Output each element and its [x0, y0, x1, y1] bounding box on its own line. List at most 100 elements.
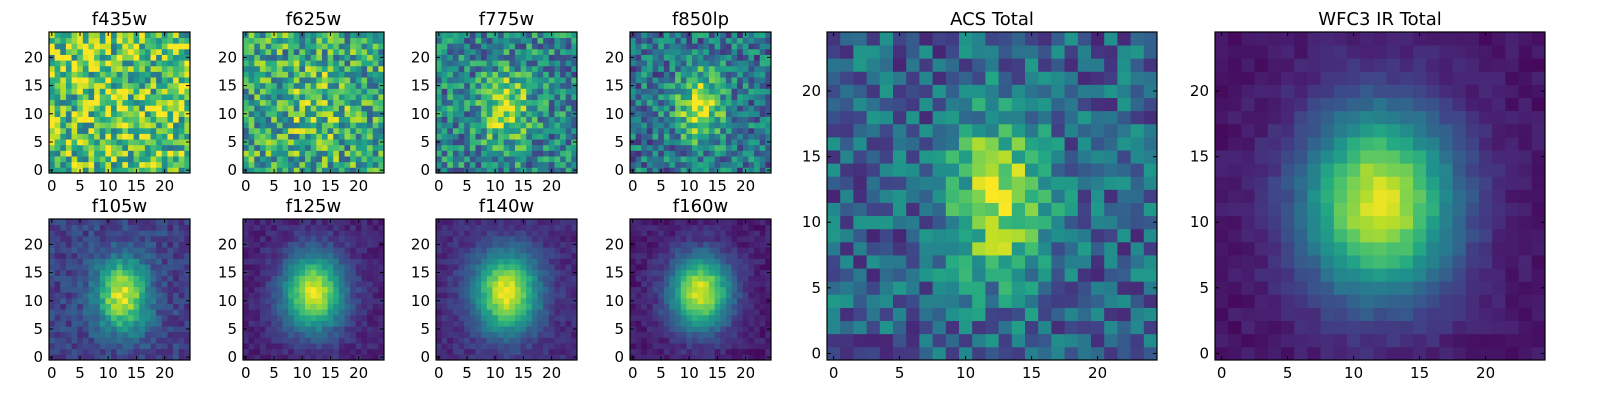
heatmap-cell: [133, 144, 140, 151]
heatmap-cell: [447, 326, 454, 333]
heatmap-cell: [184, 133, 191, 140]
heatmap-cell: [316, 60, 323, 67]
heatmap-cell: [675, 275, 682, 282]
heatmap-cell: [731, 167, 738, 174]
heatmap-cell: [759, 161, 766, 168]
heatmap-cell: [686, 122, 693, 129]
heatmap-cell: [88, 94, 95, 101]
heatmap-cell: [344, 54, 351, 61]
heatmap-cell: [49, 247, 56, 254]
heatmap-cell: [282, 77, 289, 84]
heatmap-cell: [514, 48, 521, 55]
heatmap-cell: [139, 258, 146, 265]
heatmap-cell: [765, 286, 772, 293]
heatmap-cell: [350, 71, 357, 78]
heatmap-cell: [543, 219, 550, 226]
heatmap-cell: [299, 326, 306, 333]
heatmap-cell: [646, 286, 653, 293]
heatmap-cell: [475, 337, 482, 344]
heatmap-cell: [492, 65, 499, 72]
heatmap-cell: [703, 54, 710, 61]
heatmap-cell: [156, 241, 163, 248]
heatmap-cell: [737, 77, 744, 84]
heatmap-cell: [243, 292, 250, 299]
heatmap-cell: [708, 71, 715, 78]
heatmap-cell: [708, 156, 715, 163]
heatmap-cell: [737, 48, 744, 55]
heatmap-cell: [754, 309, 761, 316]
heatmap-cell: [350, 275, 357, 282]
heatmap-cell: [361, 43, 368, 50]
heatmap-cell: [452, 348, 459, 355]
heatmap-cell: [299, 48, 306, 55]
heatmap-cell: [265, 139, 272, 146]
y-tick-label: 0: [227, 348, 237, 366]
heatmap-cell: [652, 275, 659, 282]
heatmap-cell: [82, 43, 89, 50]
heatmap-cell: [725, 133, 732, 140]
heatmap-cell: [259, 65, 266, 72]
heatmap-cell: [111, 286, 118, 293]
heatmap-cell: [514, 337, 521, 344]
heatmap-cell: [305, 71, 312, 78]
heatmap-cell: [669, 60, 676, 67]
heatmap-cell: [71, 314, 78, 321]
y-tick-label: 0: [33, 348, 43, 366]
heatmap-cell: [144, 337, 151, 344]
heatmap-cell: [669, 65, 676, 72]
heatmap-cell: [265, 275, 272, 282]
heatmap-cell: [184, 230, 191, 237]
heatmap-cell: [635, 156, 642, 163]
heatmap-cell: [111, 110, 118, 117]
heatmap-cell: [333, 144, 340, 151]
heatmap-cell: [663, 127, 670, 134]
heatmap-cell: [714, 326, 721, 333]
heatmap-cell: [475, 88, 482, 95]
heatmap-cell: [167, 348, 174, 355]
heatmap-cell: [503, 219, 510, 226]
heatmap-cell: [333, 235, 340, 242]
heatmap-cell: [475, 161, 482, 168]
heatmap-cell: [321, 116, 328, 123]
heatmap-cell: [94, 235, 101, 242]
heatmap-cell: [669, 32, 676, 39]
heatmap-cell: [452, 309, 459, 316]
heatmap-cell: [537, 150, 544, 157]
heatmap-cell: [742, 54, 749, 61]
heatmap-cell: [49, 99, 56, 106]
heatmap-cell: [447, 48, 454, 55]
heatmap-cell: [436, 247, 443, 254]
heatmap-cell: [265, 122, 272, 129]
heatmap-cell: [692, 348, 699, 355]
heatmap-cell: [754, 337, 761, 344]
heatmap-cell: [514, 105, 521, 112]
heatmap-cell: [514, 94, 521, 101]
heatmap-cell: [282, 252, 289, 259]
heatmap-cell: [71, 269, 78, 276]
heatmap-cell: [725, 161, 732, 168]
heatmap-cell: [71, 54, 78, 61]
heatmap-cell: [271, 303, 278, 310]
heatmap-cell: [441, 48, 448, 55]
heatmap-cell: [344, 139, 351, 146]
heatmap-cell: [548, 343, 555, 350]
heatmap-cell: [99, 133, 106, 140]
heatmap-cell: [82, 348, 89, 355]
heatmap-cell: [299, 314, 306, 321]
heatmap-cell: [469, 65, 476, 72]
heatmap-cell: [475, 156, 482, 163]
heatmap-cell: [680, 337, 687, 344]
heatmap-cell: [492, 303, 499, 310]
heatmap-cell: [486, 71, 493, 78]
heatmap-cell: [458, 303, 465, 310]
heatmap-cell: [276, 94, 283, 101]
heatmap-cell: [652, 292, 659, 299]
heatmap-cell: [498, 241, 505, 248]
heatmap-cell: [452, 258, 459, 265]
heatmap-cell: [372, 241, 379, 248]
heatmap-cell: [122, 258, 129, 265]
heatmap-cell: [265, 269, 272, 276]
heatmap-cell: [282, 286, 289, 293]
heatmap-cell: [316, 348, 323, 355]
y-tick-label: 15: [605, 77, 624, 95]
